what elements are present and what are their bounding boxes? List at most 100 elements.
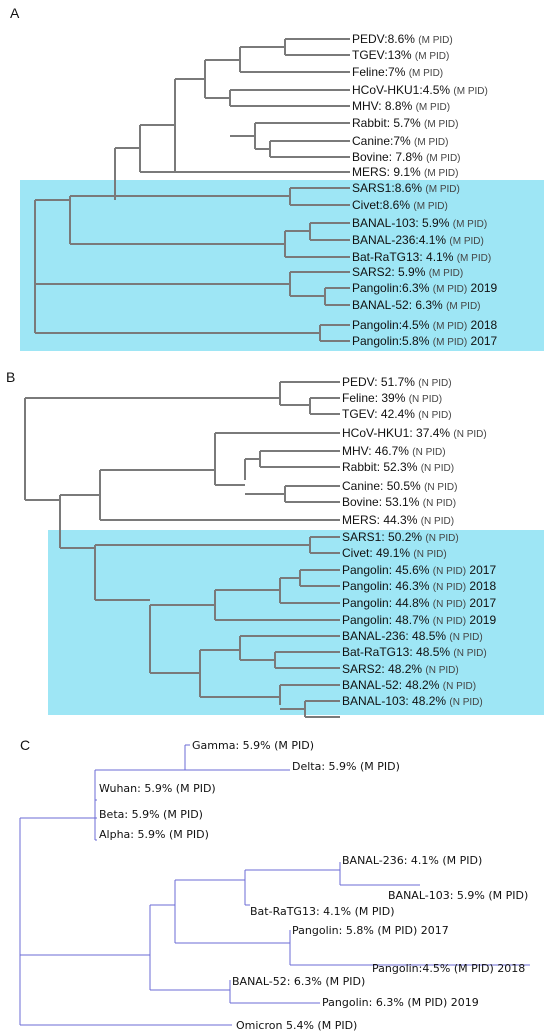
- leaf-name: Bat-RaTG13: [352, 250, 420, 264]
- leaf-pid: (M PID): [449, 236, 483, 247]
- leaf-value: : 42.4%: [374, 407, 418, 421]
- leaf-label-mers: MERS: 9.1% (M PID): [352, 165, 458, 179]
- leaf-label-banal-52: BANAL-52: 6.3% (M PID): [232, 975, 365, 988]
- leaf-name: BANAL-103: [352, 216, 416, 230]
- leaf-label-banal-236: BANAL-236:4.1% (M PID): [352, 233, 484, 247]
- leaf-label-banal-236: BANAL-236: 48.5% (N PID): [342, 629, 483, 643]
- leaf-name: Pangolin: [352, 318, 399, 332]
- leaf-pid: (N PID): [433, 616, 466, 627]
- leaf-name: TGEV: [352, 48, 385, 62]
- leaf-label-pangolin: Pangolin: 46.3% (N PID) 2018: [342, 579, 496, 593]
- leaf-label-pangolin: Pangolin: 6.3% (M PID) 2019: [322, 996, 479, 1009]
- leaf-name: Civet: [342, 546, 370, 560]
- leaf-label-canine: Canine:7% (M PID): [352, 134, 449, 148]
- leaf-name: BANAL-52: [342, 678, 399, 692]
- leaf-value: : 4.1%: [404, 854, 443, 867]
- leaf-value: : 46.3%: [389, 579, 433, 593]
- leaf-name: Bovine: [352, 150, 389, 164]
- leaf-value: :4.1%: [415, 233, 449, 247]
- leaf-year: 2018: [467, 318, 497, 332]
- leaf-pid: (M PID): [325, 975, 365, 988]
- leaf-pid: (M PID): [433, 284, 467, 295]
- leaf-name: SARS1: [352, 181, 392, 195]
- leaf-name: BANAL-236: [342, 629, 406, 643]
- leaf-name: SARS2: [342, 662, 382, 676]
- leaf-name: Bovine: [342, 495, 379, 509]
- leaf-pid: (N PID): [412, 447, 445, 458]
- leaf-value: : 50.2%: [381, 530, 425, 544]
- leaf-year: 2017: [417, 924, 449, 937]
- leaf-label-banal-103: BANAL-103: 5.9% (M PID): [388, 889, 528, 902]
- leaf-label-hcov-hku1: HCoV-HKU1: 37.4% (N PID): [342, 426, 487, 440]
- leaf-name: Gamma: [192, 739, 235, 752]
- leaf-value: : 50.5%: [380, 479, 424, 493]
- leaf-label-pangolin: Pangolin:6.3% (M PID) 2019: [352, 281, 498, 295]
- panel-a: A: [10, 5, 544, 351]
- leaf-year: 2018: [494, 962, 526, 975]
- leaf-name: Beta: [99, 808, 124, 821]
- leaf-name: MERS: [342, 513, 377, 527]
- leaf-value: : 7.8%: [389, 150, 426, 164]
- leaf-label-sars2: SARS2: 48.2% (N PID): [342, 662, 459, 676]
- leaf-pid: (N PID): [433, 599, 466, 610]
- leaf-label-pangolin: Pangolin: 5.8% (M PID) 2017: [292, 924, 449, 937]
- leaf-year: 2017: [466, 563, 496, 577]
- leaf-name: Feline: [352, 65, 385, 79]
- leaf-pid: (N PID): [409, 394, 442, 405]
- leaf-label-pedv: PEDV:8.6% (M PID): [352, 32, 453, 46]
- leaf-label-feline: Feline: 39% (N PID): [342, 391, 442, 405]
- leaf-year: 2017: [466, 596, 496, 610]
- leaf-label-pangolin: Pangolin: 45.6% (N PID) 2017: [342, 563, 496, 577]
- leaf-pid: (M PID): [446, 301, 480, 312]
- leaf-pid: (M PID): [453, 219, 487, 230]
- leaf-year: 2017: [467, 334, 497, 348]
- panel-c-labels: Gamma: 5.9% (M PID)Delta: 5.9% (M PID)Wu…: [99, 739, 528, 1032]
- leaf-value: :7%: [385, 65, 409, 79]
- leaf-pid: (M PID): [442, 854, 482, 867]
- leaf-pid: (M PID): [414, 137, 448, 148]
- leaf-value: :8.6%: [391, 181, 425, 195]
- panel-b-letter: B: [6, 369, 15, 385]
- leaf-pid: (N PID): [413, 549, 446, 560]
- leaf-pid: (M PID): [409, 68, 443, 79]
- leaf-pid: (M PID): [433, 321, 467, 332]
- leaf-name: Pangolin: [342, 613, 389, 627]
- leaf-name: Pangolin: [352, 334, 399, 348]
- leaf-name: Rabbit: [342, 460, 377, 474]
- leaf-year: 2019: [467, 281, 497, 295]
- leaf-label-sars1: SARS1: 50.2% (N PID): [342, 530, 459, 544]
- leaf-value: : 5.9%: [321, 760, 360, 773]
- leaf-value: :4.5%: [399, 318, 433, 332]
- leaf-name: BANAL-103: [342, 694, 406, 708]
- leaf-label-gamma: Gamma: 5.9% (M PID): [192, 739, 314, 752]
- leaf-label-tgev: TGEV: 42.4% (N PID): [342, 407, 452, 421]
- leaf-pid: (M PID): [163, 808, 203, 821]
- leaf-pid: (N PID): [425, 533, 458, 544]
- leaf-label-banal-52: BANAL-52: 48.2% (N PID): [342, 678, 476, 692]
- leaf-value: : 44.8%: [389, 596, 433, 610]
- leaf-pid: (N PID): [453, 648, 486, 659]
- leaf-value: : 48.5%: [405, 629, 449, 643]
- leaf-name: BANAL-52: [352, 298, 409, 312]
- leaf-label-pangolin: Pangolin: 44.8% (N PID) 2017: [342, 596, 496, 610]
- leaf-pid: (M PID): [355, 905, 395, 918]
- leaf-label-hcov-hku1: HCoV-HKU1:4.5% (M PID): [352, 83, 488, 97]
- leaf-name: Canine: [352, 134, 390, 148]
- leaf-pid: (N PID): [453, 429, 486, 440]
- leaf-value: : 48.5%: [409, 645, 453, 659]
- leaf-label-pangolin: Pangolin: 48.7% (N PID) 2019: [342, 613, 496, 627]
- leaf-value: : 5.9%: [124, 808, 163, 821]
- leaf-pid: (M PID): [424, 168, 458, 179]
- leaf-value: : 4.1%: [316, 905, 355, 918]
- leaf-pid: (N PID): [433, 582, 466, 593]
- panel-c: C: [19, 737, 530, 1026]
- leaf-pid: (N PID): [418, 378, 451, 389]
- leaf-value: : 39%: [375, 391, 409, 405]
- leaf-label-bovine: Bovine: 53.1% (N PID): [342, 495, 456, 509]
- leaf-label-banal-103: BANAL-103: 5.9% (M PID): [352, 216, 487, 230]
- leaf-pid: (M PID): [457, 253, 491, 264]
- leaf-value: : 53.1%: [379, 495, 423, 509]
- leaf-pid: (M PID): [416, 102, 450, 113]
- leaf-pid: (M PID): [433, 337, 467, 348]
- leaf-pid: (N PID): [425, 665, 458, 676]
